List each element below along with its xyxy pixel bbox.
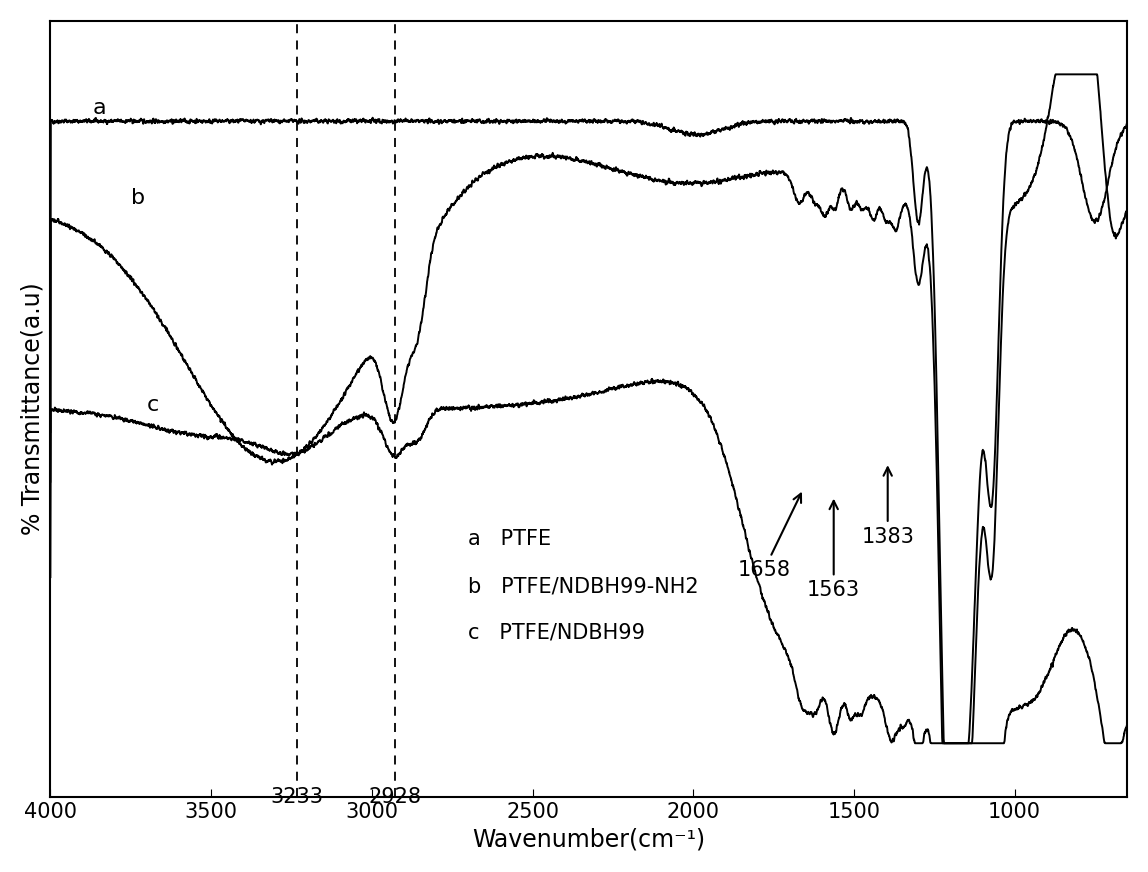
X-axis label: Wavenumber(cm⁻¹): Wavenumber(cm⁻¹) [472,828,705,851]
Text: 2928: 2928 [369,787,421,807]
Text: a: a [92,98,106,118]
Text: 1658: 1658 [737,494,801,580]
Text: 1383: 1383 [861,467,914,547]
Text: c   PTFE/NDBH99: c PTFE/NDBH99 [468,623,645,643]
Text: 1563: 1563 [807,501,860,600]
Text: a   PTFE: a PTFE [468,529,551,549]
Text: 3233: 3233 [271,787,324,807]
Y-axis label: % Transmittance(a.u): % Transmittance(a.u) [21,283,45,535]
Text: b   PTFE/NDBH99-NH2: b PTFE/NDBH99-NH2 [468,576,699,596]
Text: b: b [131,188,145,208]
Text: c: c [147,395,160,415]
